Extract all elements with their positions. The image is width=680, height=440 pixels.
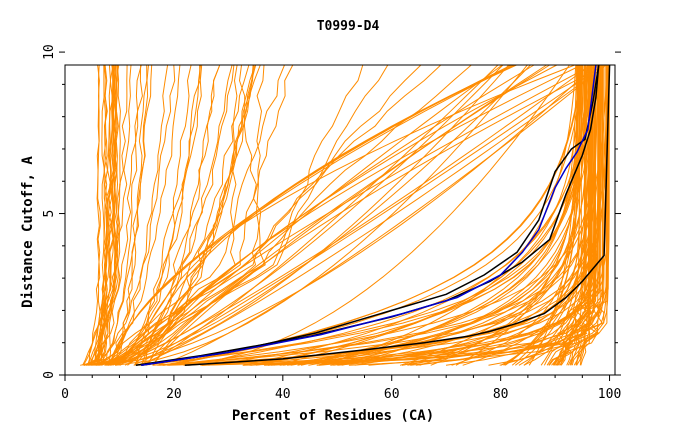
bundle-line-154 [82, 64, 117, 366]
bundle-line-168 [107, 64, 422, 366]
bundle-line-171 [104, 64, 238, 366]
bundle-line-89 [555, 65, 597, 366]
bundle-line-72 [559, 65, 591, 366]
bundle-line-137 [88, 64, 261, 366]
bundle-line-76 [558, 65, 586, 366]
bundle-line-165 [87, 64, 101, 366]
series-line-3 [141, 64, 597, 367]
bundle-line-135 [86, 64, 142, 366]
bundle-line-170 [112, 64, 364, 366]
bundle-line-125 [83, 64, 176, 366]
bundle-line-102 [110, 64, 510, 366]
bundle-line-64 [287, 64, 579, 366]
bundle-line-166 [102, 64, 285, 366]
bundle-line-30 [283, 64, 577, 366]
bundle-line-60 [162, 64, 583, 366]
bundle-line-175 [119, 64, 389, 366]
y-tick-label-10: 10 [42, 44, 57, 60]
bundle-line-93 [543, 65, 585, 366]
bundle-line-131 [95, 64, 201, 366]
bundle-line-54 [511, 64, 581, 366]
bundle-line-97 [575, 65, 601, 366]
bundle-line-33 [183, 64, 589, 366]
x-tick-label-60: 60 [384, 387, 400, 402]
y-tick-label-0: 0 [42, 371, 57, 379]
bundle-line-94 [569, 65, 590, 366]
bundle-line-69 [208, 64, 589, 366]
bundle-line-159 [87, 64, 118, 366]
y-tick-label-5: 5 [42, 210, 57, 218]
bundle-line-104 [114, 64, 593, 366]
bundle-line-109 [133, 64, 604, 366]
x-tick-label-80: 80 [493, 387, 509, 402]
plot-frame [64, 64, 616, 376]
bundle-line-121 [153, 64, 606, 366]
bundle-line-172 [100, 64, 442, 366]
bundle-line-150 [100, 64, 149, 366]
bundle-line-144 [85, 64, 153, 366]
bundle-line-117 [163, 64, 570, 366]
x-axis-label: Percent of Residues (CA) [232, 408, 434, 424]
bundle-line-122 [95, 64, 221, 366]
bundle-line-173 [118, 64, 294, 366]
bundle-line-156 [96, 64, 101, 366]
bundle-line-31 [168, 64, 583, 366]
bundle-line-163 [96, 64, 108, 366]
axes: 0 20 40 60 80 100 0 5 10 [42, 44, 621, 402]
bundle-line-164 [82, 64, 115, 366]
bundle-line-92 [553, 65, 596, 366]
bundle-line-107 [157, 64, 607, 366]
highlighted-series [135, 64, 611, 367]
y-axis-label: Distance Cutoff, A [20, 156, 36, 308]
bundle-line-145 [98, 64, 192, 366]
x-tick-label-20: 20 [166, 387, 182, 402]
bundle-line-140 [97, 64, 255, 366]
bundle-line-158 [98, 64, 113, 366]
x-tick-label-40: 40 [275, 387, 291, 402]
bundle-line-84 [555, 65, 605, 366]
bundle-line-113 [106, 64, 596, 366]
bundle-line-167 [127, 64, 266, 366]
bundle-line-115 [146, 64, 550, 366]
series-line-0 [184, 64, 611, 367]
x-tick-label-100: 100 [598, 387, 621, 402]
bundle-line-73 [560, 65, 587, 366]
bundle-line-101 [137, 64, 607, 366]
bundle-line-174 [118, 64, 472, 366]
bundle-line-120 [134, 64, 503, 366]
bundle-line-47 [273, 64, 596, 366]
chart-title: T0999-D4 [317, 19, 380, 34]
bundle-line-112 [107, 64, 504, 366]
bundle-line-146 [84, 64, 250, 366]
orange-line-bundle [80, 64, 610, 366]
series-line-2 [141, 64, 600, 367]
bundle-line-100 [104, 64, 531, 366]
bundle-line-49 [163, 64, 584, 366]
bundle-line-95 [576, 65, 603, 366]
x-tick-label-0: 0 [61, 387, 69, 402]
bundle-line-161 [89, 64, 121, 366]
